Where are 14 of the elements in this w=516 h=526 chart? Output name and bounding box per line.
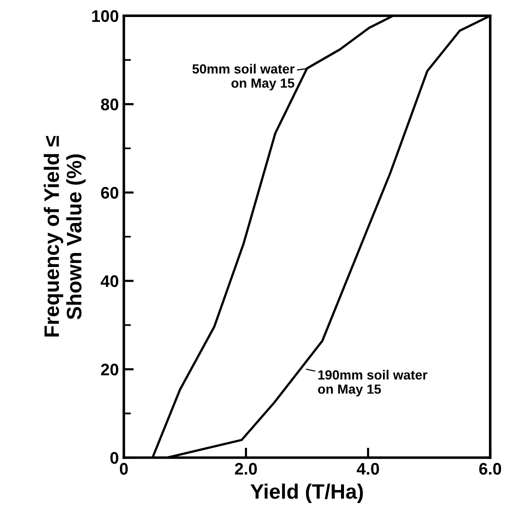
y-tick-label: 40 (100, 275, 118, 288)
x-tick-label: 4.0 (356, 462, 379, 475)
annotation: 190mm soil water on May 15 (318, 370, 428, 396)
x-axis-title: Yield (T/Ha) (250, 484, 363, 503)
x-tick-label: 6.0 (479, 462, 502, 475)
y-tick-label: 0 (110, 452, 118, 464)
y-tick-label: 80 (100, 98, 118, 110)
y-tick-label: 100 (92, 10, 118, 22)
annotation: 50mm soil water on May 15 (192, 64, 294, 90)
y-axis-title: Frequency of Yield ≤ Shown Value (%) (44, 136, 86, 337)
x-tick-label: 2.0 (234, 462, 257, 475)
x-tick-label: 0 (120, 462, 128, 475)
y-tick-label: 20 (101, 364, 118, 376)
y-tick-label: 60 (101, 186, 118, 199)
